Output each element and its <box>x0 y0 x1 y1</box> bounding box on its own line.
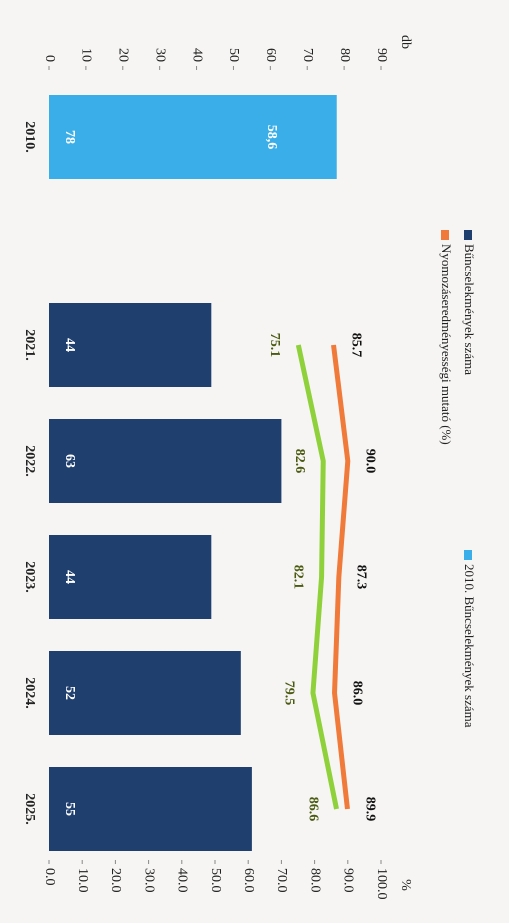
x-tick-label: 2024. <box>22 677 37 709</box>
y-tick-label: 90 <box>374 48 389 62</box>
bar <box>49 95 337 179</box>
line-value-label: 89.9 <box>362 797 377 822</box>
legend-label: Nyomozáseredményességi mutató (%) <box>439 244 454 445</box>
y2-tick-label: 90.0 <box>341 868 356 893</box>
bar <box>48 303 212 387</box>
y-tick-label: 10 <box>79 48 94 62</box>
y2-tick-label: 20.0 <box>108 868 123 893</box>
line <box>331 344 351 810</box>
y2-tick-label: 80.0 <box>307 868 322 893</box>
legend-swatch <box>464 550 472 560</box>
line-value-label: 90.0 <box>363 449 378 474</box>
y2-tick-label: 60.0 <box>241 868 256 893</box>
y2-tick-label: 50.0 <box>208 868 223 893</box>
x-tick-label: 2022. <box>22 445 37 477</box>
y-tick-label: 30 <box>152 48 167 62</box>
legend-label: Bűncselekmények száma <box>462 244 477 375</box>
bar <box>48 535 212 619</box>
y-tick-label: 50 <box>226 48 241 62</box>
line-value-label: 82.1 <box>290 565 305 590</box>
bar-label: 78 <box>62 130 77 144</box>
bar <box>49 419 282 503</box>
x-tick-label: 2023. <box>22 561 37 593</box>
y2-tick-label: 70.0 <box>274 868 289 893</box>
y2-tick-label: 100.0 <box>374 868 389 900</box>
y2-tick-label: 10.0 <box>75 868 90 893</box>
y-tick-label: 80 <box>337 48 352 62</box>
line-value-label: 86.6 <box>305 797 320 822</box>
y-tick-label: 40 <box>189 48 204 62</box>
y2-tick-label: 30.0 <box>141 868 156 893</box>
y-axis-title: db <box>398 35 413 49</box>
bar <box>49 767 252 851</box>
y-tick-label: 20 <box>116 48 131 62</box>
y-tick-label: 70 <box>300 48 315 62</box>
y-tick-label: 0 <box>42 55 57 62</box>
legend-label: 2010. Bűncselekmények száma <box>462 564 477 728</box>
annotation: 58,6 <box>264 125 279 150</box>
y2-tick-label: 40.0 <box>175 868 190 893</box>
legend-swatch <box>464 230 472 240</box>
line-value-label: 79.5 <box>282 681 297 706</box>
x-tick-label: 2010. <box>22 121 37 153</box>
legend-swatch <box>441 230 449 240</box>
rotated-chart: db % 0 10 20 30 40 50 60 70 80 90 0.0 10.0 20.0 30.0 4… <box>22 35 477 900</box>
y-tick-label: 60 <box>263 48 278 62</box>
y2-tick-label: 0.0 <box>42 868 57 886</box>
x-tick-label: 2021. <box>22 329 37 361</box>
bar <box>49 651 241 735</box>
line-value-label: 87.3 <box>354 565 369 590</box>
line-value-label: 75.1 <box>267 333 282 358</box>
bar-label: 44 <box>62 338 77 352</box>
line-value-label: 86.0 <box>349 681 364 706</box>
line-value-label: 82.6 <box>292 449 307 474</box>
line <box>295 344 339 810</box>
bar-label: 44 <box>62 570 77 584</box>
line-value-label: 85.7 <box>348 333 363 358</box>
x-tick-label: 2025. <box>22 793 37 825</box>
bar-label: 52 <box>62 686 77 700</box>
y2-axis-title: % <box>398 879 413 891</box>
bar-label: 55 <box>62 802 77 816</box>
bar-label: 63 <box>62 454 77 468</box>
